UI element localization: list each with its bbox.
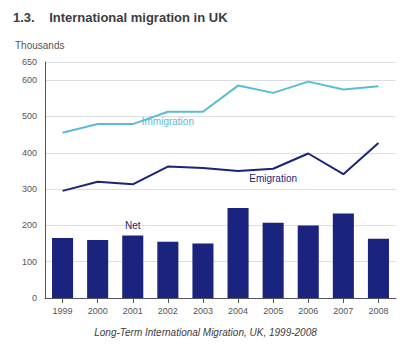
svg-text:2006: 2006 <box>298 306 318 316</box>
svg-text:600: 600 <box>22 75 37 85</box>
svg-text:300: 300 <box>22 184 37 194</box>
svg-text:500: 500 <box>22 111 37 121</box>
svg-text:2008: 2008 <box>368 306 388 316</box>
svg-text:2007: 2007 <box>333 306 353 316</box>
svg-text:650: 650 <box>22 57 37 67</box>
svg-text:1.3. International migratio: 1.3. International migration in UK <box>13 10 228 25</box>
svg-text:Thousands: Thousands <box>15 40 64 51</box>
svg-text:Emigration: Emigration <box>249 173 297 184</box>
svg-text:2002: 2002 <box>158 306 178 316</box>
svg-text:2001: 2001 <box>123 306 143 316</box>
svg-text:1999: 1999 <box>53 306 73 316</box>
svg-text:Net: Net <box>125 220 141 231</box>
svg-text:2000: 2000 <box>88 306 108 316</box>
svg-text:2005: 2005 <box>263 306 283 316</box>
svg-text:0: 0 <box>32 293 37 303</box>
svg-text:2004: 2004 <box>228 306 248 316</box>
svg-text:400: 400 <box>22 148 37 158</box>
svg-text:100: 100 <box>22 257 37 267</box>
svg-text:Immigration: Immigration <box>142 116 194 127</box>
svg-text:Long-Term International Migrat: Long-Term International Migration, UK, 1… <box>94 327 317 338</box>
svg-text:2003: 2003 <box>193 306 213 316</box>
svg-text:200: 200 <box>22 220 37 230</box>
